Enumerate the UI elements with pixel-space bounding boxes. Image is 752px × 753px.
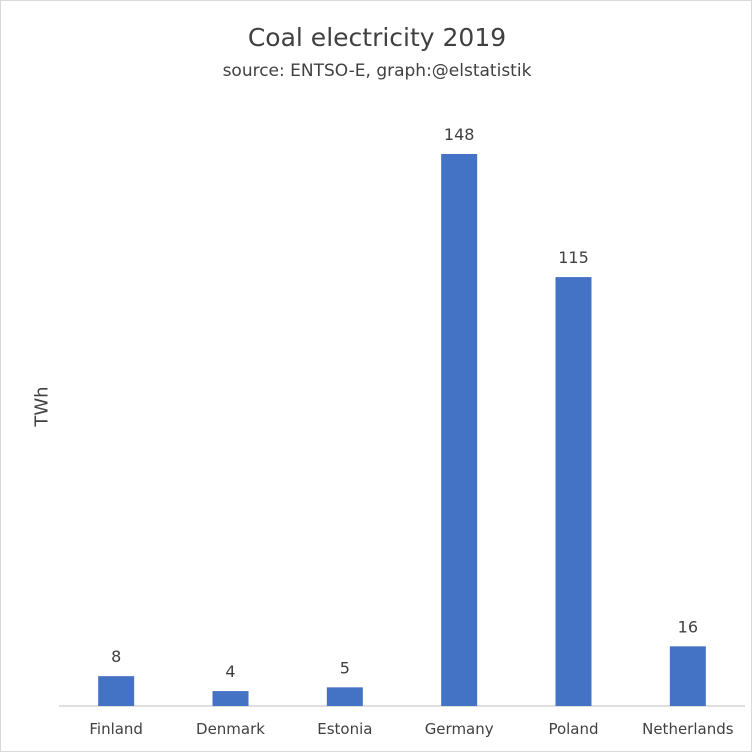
bar-poland <box>555 277 592 706</box>
data-label-netherlands: 16 <box>678 617 698 636</box>
data-label-finland: 8 <box>111 647 121 666</box>
x-tick-label-germany: Germany <box>425 720 494 738</box>
bar-finland <box>98 676 135 706</box>
x-tick-label-denmark: Denmark <box>196 720 265 738</box>
data-label-denmark: 4 <box>225 662 235 681</box>
data-label-poland: 115 <box>558 248 589 267</box>
x-tick-label-estonia: Estonia <box>317 720 372 738</box>
x-tick-label-poland: Poland <box>548 720 598 738</box>
x-tick-label-finland: Finland <box>89 720 143 738</box>
chart-title: Coal electricity 2019 <box>247 23 507 52</box>
bar-denmark <box>212 691 249 706</box>
bar-germany <box>441 154 478 706</box>
bar-estonia <box>326 687 363 706</box>
x-tick-label-netherlands: Netherlands <box>642 720 734 738</box>
chart-subtitle: source: ENTSO-E, graph:@elstatistik <box>222 61 532 81</box>
bar-netherlands <box>669 646 706 706</box>
data-label-estonia: 5 <box>340 658 350 677</box>
data-label-germany: 148 <box>444 125 475 144</box>
